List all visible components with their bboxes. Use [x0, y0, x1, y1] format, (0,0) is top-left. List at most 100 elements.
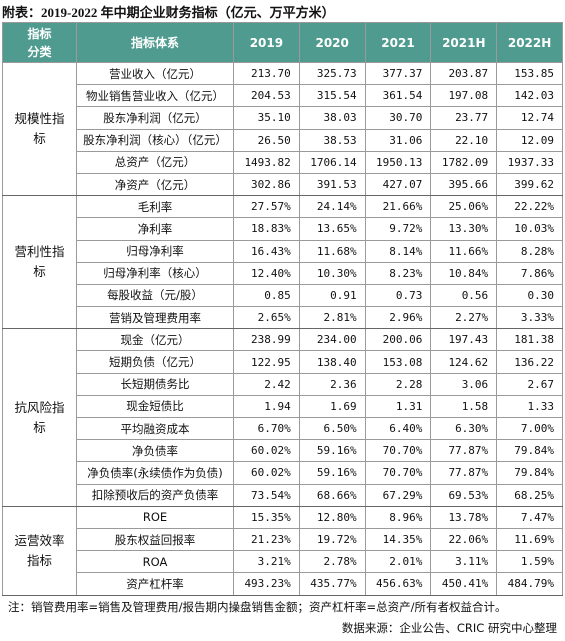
- table-row: 归母净利率 16.43% 11.68% 8.14% 11.66% 8.28%: [3, 239, 563, 263]
- title: 附表：2019-2022 年中期企业财务指标（亿元、万平方米）: [2, 5, 335, 20]
- value-cell: 38.53: [298, 128, 366, 152]
- value-cell: 23.77: [430, 106, 498, 130]
- value-cell: 30.70: [364, 106, 432, 130]
- value-cell: 1937.33: [496, 150, 563, 174]
- table-row: 总资产（亿元） 1493.82 1706.14 1950.13 1782.09 1937.…: [3, 150, 563, 174]
- indicator-name: 短期负债（亿元）: [76, 350, 234, 374]
- value-cell: 435.77%: [298, 572, 366, 596]
- value-cell: 1493.82: [233, 150, 300, 174]
- value-cell: 456.63%: [364, 572, 432, 596]
- value-cell: 315.54: [298, 84, 366, 108]
- value-cell: 6.50%: [298, 416, 366, 441]
- value-cell: 21.23%: [233, 527, 300, 552]
- value-cell: 68.66%: [298, 483, 366, 507]
- value-cell: 377.37: [364, 61, 432, 86]
- value-cell: 38.03: [298, 106, 366, 130]
- indicator-name: 股东权益回报率: [76, 527, 234, 552]
- indicator-name: 平均融资成本: [76, 416, 234, 441]
- value-cell: 361.54: [364, 84, 432, 108]
- value-cell: 181.38: [496, 328, 563, 352]
- value-cell: 493.23%: [233, 572, 300, 596]
- value-cell: 68.25%: [496, 483, 563, 507]
- value-cell: 35.10: [233, 106, 300, 130]
- corner-header: 指标 分类: [2, 22, 77, 63]
- table-row: 归母净利率（核心） 12.40% 10.30% 8.23% 10.84% 7.86%: [3, 261, 563, 285]
- column-header: 2022H: [496, 22, 563, 63]
- value-cell: 1.69: [298, 394, 366, 419]
- value-cell: 2.27%: [430, 306, 498, 330]
- table-row: 平均融资成本 6.70% 6.50% 6.40% 6.30% 7.00%: [3, 416, 563, 441]
- value-cell: 8.96%: [364, 505, 432, 529]
- value-cell: 16.43%: [233, 239, 300, 263]
- indicator-name: 总资产（亿元）: [76, 150, 234, 174]
- value-cell: 67.29%: [364, 483, 432, 507]
- indicator-name: 资产杠杆率: [76, 572, 234, 596]
- group-label: 营利性指标: [2, 195, 77, 330]
- value-cell: 13.78%: [430, 505, 498, 529]
- value-cell: 10.30%: [298, 261, 366, 285]
- value-cell: 3.11%: [430, 550, 498, 574]
- indicator-name: 营业收入（亿元）: [76, 61, 234, 86]
- value-cell: 395.66: [430, 172, 498, 197]
- value-cell: 9.72%: [364, 217, 432, 241]
- indicator-name: 股东净利润（核心）（亿元）: [76, 128, 234, 152]
- value-cell: 11.66%: [430, 239, 498, 263]
- corner-bottom: 分类: [27, 44, 52, 59]
- table-row: 股东净利润（亿元） 35.10 38.03 30.70 23.77 12.74: [3, 106, 563, 130]
- value-cell: 8.28%: [496, 239, 563, 263]
- table-row: 现金短债比 1.94 1.69 1.31 1.58 1.33: [3, 394, 563, 419]
- value-cell: 11.69%: [496, 527, 563, 552]
- value-cell: 11.68%: [298, 239, 366, 263]
- value-cell: 22.06%: [430, 527, 498, 552]
- indicator-name: 股东净利润（亿元）: [76, 106, 234, 130]
- value-cell: 15.35%: [233, 505, 300, 529]
- table-row: 资产杠杆率 493.23% 435.77% 456.63% 450.41% 484.79%: [3, 572, 563, 596]
- value-cell: 27.57%: [233, 195, 300, 219]
- indicator-name: 归母净利率（核心）: [76, 261, 234, 285]
- value-cell: 0.30: [496, 283, 563, 308]
- value-cell: 2.42: [233, 372, 300, 396]
- value-cell: 0.56: [430, 283, 498, 308]
- value-cell: 19.72%: [298, 527, 366, 552]
- value-cell: 484.79%: [496, 572, 563, 596]
- value-cell: 1782.09: [430, 150, 498, 174]
- value-cell: 153.08: [364, 350, 432, 374]
- indicator-name: ROE: [76, 505, 234, 529]
- value-cell: 138.40: [298, 350, 366, 374]
- value-cell: 2.36: [298, 372, 366, 396]
- value-cell: 77.87%: [430, 439, 498, 463]
- indicator-name: 每股收益（元/股）: [76, 283, 234, 308]
- indicator-name: 物业销售营业收入（亿元）: [76, 84, 234, 108]
- table-row: 股东净利润（核心）（亿元） 26.50 38.53 31.06 22.10 12.09: [3, 128, 563, 152]
- value-cell: 302.86: [233, 172, 300, 197]
- value-cell: 12.40%: [233, 261, 300, 285]
- value-cell: 399.62: [496, 172, 563, 197]
- value-cell: 204.53: [233, 84, 300, 108]
- value-cell: 77.87%: [430, 461, 498, 485]
- value-cell: 153.85: [496, 61, 563, 86]
- value-cell: 1950.13: [364, 150, 432, 174]
- indicator-name: 营销及管理费用率: [76, 306, 234, 330]
- column-header: 2019: [233, 22, 300, 63]
- indicator-name: 净负债率(永续债作为负债): [76, 461, 234, 485]
- value-cell: 1.59%: [496, 550, 563, 574]
- column-header: 2020: [298, 22, 366, 63]
- indicator-name: 归母净利率: [76, 239, 234, 263]
- value-cell: 197.08: [430, 84, 498, 108]
- value-cell: 124.62: [430, 350, 498, 374]
- table-row: 净资产（亿元） 302.86 391.53 427.07 395.66 399.62: [3, 172, 563, 197]
- table-row: 营利性指标 毛利率 27.57% 24.14% 21.66% 25.06% 22.22%: [2, 195, 563, 330]
- indicator-name: ROA: [76, 550, 234, 574]
- value-cell: 2.78%: [298, 550, 366, 574]
- table-row: ROA 3.21% 2.78% 2.01% 3.11% 1.59%: [3, 550, 563, 574]
- table-row: 长短期债务比 2.42 2.36 2.28 3.06 2.67: [3, 372, 563, 396]
- value-cell: 79.84%: [496, 439, 563, 463]
- value-cell: 70.70%: [364, 439, 432, 463]
- table-row: 营销及管理费用率 2.65% 2.81% 2.96% 2.27% 3.33%: [3, 306, 563, 330]
- value-cell: 22.10: [430, 128, 498, 152]
- value-cell: 31.06: [364, 128, 432, 152]
- value-cell: 8.14%: [364, 239, 432, 263]
- value-cell: 7.47%: [496, 505, 563, 529]
- group-label: 规模性指标: [2, 61, 77, 197]
